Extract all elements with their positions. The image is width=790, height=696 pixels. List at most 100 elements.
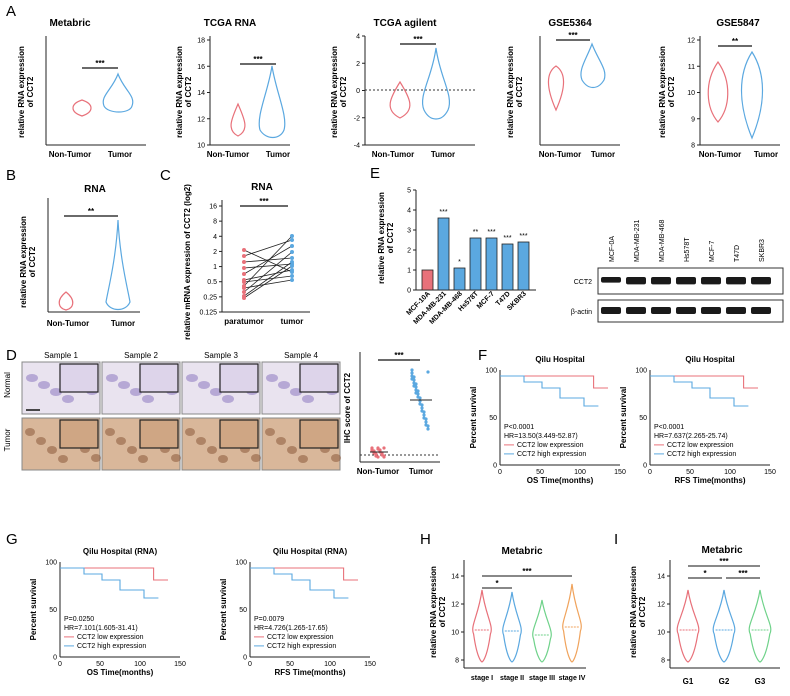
- km-y-tick: 0: [643, 463, 647, 470]
- band-cct2: [651, 277, 671, 285]
- inset-tumor: [59, 419, 99, 449]
- chart-a1-title: Metabric: [49, 18, 91, 29]
- km-x-tick: 150: [364, 661, 376, 668]
- km-xlabel: RFS Time(months): [275, 668, 346, 677]
- chart-b-title: RNA: [84, 184, 106, 195]
- chart-a5-ylabel-1: relative RNA expression: [658, 46, 667, 138]
- blot-lane-label: T47D: [734, 245, 741, 262]
- inset-normal: [299, 363, 339, 393]
- tissue-blob: [50, 388, 62, 396]
- km-pvalue: P<0.0001: [654, 424, 684, 431]
- tumor-point: [290, 234, 294, 238]
- violin: [562, 583, 582, 663]
- y-tick-label: 2: [407, 248, 411, 255]
- chart-a3-ylabel-1: relative RNA expression: [330, 46, 339, 138]
- tumor-point: [290, 264, 294, 268]
- km-y-tick: 100: [45, 560, 57, 567]
- band-actin: [676, 307, 696, 314]
- km-g-os: Qilu Hospital (RNA) Percent survival 0 50 10…: [29, 547, 186, 677]
- point-tumor: [422, 413, 426, 417]
- paired-line: [243, 265, 293, 299]
- tissue-blob: [26, 374, 38, 382]
- km-x-tick: 50: [536, 469, 544, 476]
- western-blot: MCF-0A MDA-MB-231 MDA-MB-468 Hs578T MCF-7 T47…: [571, 219, 784, 323]
- y-tick-label: 8: [213, 219, 217, 226]
- i-xlabel: G3: [755, 677, 766, 686]
- tissue-blob: [105, 428, 115, 436]
- chart-b-xlabel-nt: Non-Tumor: [47, 319, 90, 328]
- km-hr: HR=7.637(2.265-25.74): [654, 433, 728, 440]
- band-actin: [701, 307, 721, 314]
- band-cct2: [751, 277, 771, 285]
- chart-a1-ylabel-1: relative RNA expression: [17, 46, 26, 138]
- y-tick-label: 0: [407, 288, 411, 295]
- tissue-blob: [276, 437, 286, 445]
- y-tick-label: 11: [688, 64, 695, 71]
- chart-a5-sig: **: [732, 37, 739, 46]
- panel-label-H: H: [420, 531, 431, 548]
- chart-b-xlabel-t: Tumor: [111, 319, 135, 328]
- tissue-blob: [218, 455, 228, 463]
- point-tumor: [412, 381, 416, 385]
- y-tick-label: 0: [356, 88, 360, 95]
- chart-e-bar: relative RNA expression of CCT2 0 1 2 3 4 5 MC…: [377, 188, 536, 326]
- km-legend-low: CCT2 low expression: [267, 634, 334, 641]
- blot-lane-label: MDA-MB-231: [634, 219, 641, 262]
- violin: [712, 589, 736, 663]
- km-legend-low: CCT2 low expression: [77, 634, 144, 641]
- tissue-blob: [278, 381, 290, 389]
- band-cct2: [726, 277, 746, 285]
- y-tick-label: 0.125: [199, 310, 217, 317]
- paired-line: [243, 235, 293, 287]
- chart-h-ylabel-2: of CCT2: [438, 596, 447, 627]
- band-actin: [601, 307, 621, 314]
- tissue-blob: [207, 446, 217, 454]
- paratumor-point: [242, 286, 246, 290]
- km-legend-high: CCT2 high expression: [667, 451, 736, 458]
- y-tick-label: -2: [354, 115, 360, 122]
- km-legend-high: CCT2 high expression: [77, 643, 146, 650]
- bar-sig: *: [458, 259, 461, 266]
- chart-i-title: Metabric: [701, 545, 743, 556]
- bar-sig: ***: [503, 235, 511, 242]
- bar: [485, 237, 498, 291]
- paratumor-point: [242, 290, 246, 294]
- tissue-blob: [185, 428, 195, 436]
- point-tumor: [424, 423, 428, 427]
- inset-tumor: [219, 419, 259, 449]
- tissue-blob: [290, 388, 302, 396]
- chart-a1-xlabel-nt: Non-Tumor: [49, 150, 92, 159]
- point-tumor: [424, 420, 428, 424]
- chart-a2-xlabel-nt: Non-Tumor: [207, 150, 250, 159]
- point-nontumor: [382, 455, 386, 459]
- point-tumor: [410, 368, 414, 372]
- band-actin: [651, 307, 671, 314]
- y-tick-label: 16: [197, 64, 205, 71]
- y-tick-label: 8: [661, 658, 665, 665]
- tumor-point: [290, 256, 294, 260]
- km-y-tick: 50: [239, 607, 247, 614]
- y-tick-label: -4: [354, 143, 360, 150]
- km-pvalue: P=0.0079: [254, 616, 284, 623]
- tissue-blob: [186, 374, 198, 382]
- km-legend-high: CCT2 high expression: [267, 643, 336, 650]
- chart-e-ylabel-1: relative RNA expression: [377, 192, 386, 284]
- tumor-point: [290, 244, 294, 248]
- y-tick-label: 8: [455, 658, 459, 665]
- tissue-blob: [287, 446, 297, 454]
- tissue-blob: [265, 428, 275, 436]
- panel-label-B: B: [6, 167, 16, 184]
- y-tick-label: 2: [356, 61, 360, 68]
- chart-a5-xlabel-nt: Non-Tumor: [699, 150, 742, 159]
- km-y-tick: 50: [639, 415, 647, 422]
- chart-a4-sig: ***: [568, 31, 578, 40]
- bar-sig: ***: [519, 233, 527, 240]
- paired-line: [243, 279, 293, 289]
- tissue-blob: [251, 454, 261, 462]
- y-tick-label: 10: [197, 143, 205, 150]
- chart-a4-xlabel-nt: Non-Tumor: [539, 150, 582, 159]
- violin-nontumor: [707, 60, 729, 123]
- tissue-blob: [62, 395, 74, 403]
- h-sig: ***: [522, 567, 532, 576]
- km-x-tick: 0: [648, 469, 652, 476]
